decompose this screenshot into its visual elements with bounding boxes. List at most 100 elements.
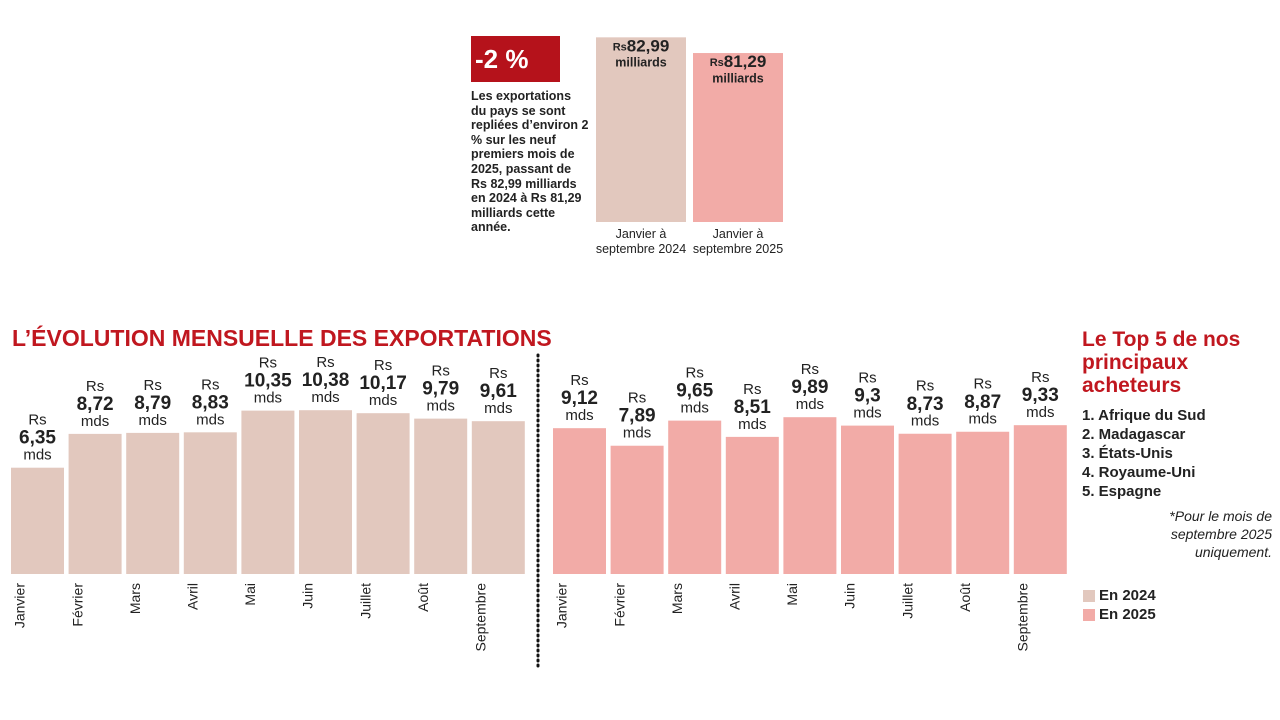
value-unit: mds bbox=[81, 413, 109, 430]
x-tick-label: Juillet bbox=[899, 583, 915, 619]
value-prefix: Rs bbox=[144, 377, 162, 394]
badge: -2 % bbox=[471, 36, 560, 82]
x-tick-label: Avril bbox=[185, 583, 201, 610]
bar bbox=[610, 445, 664, 574]
bar bbox=[553, 428, 606, 574]
value-unit: mds bbox=[369, 392, 397, 409]
x-tick-label: Février bbox=[611, 583, 627, 627]
value-prefix: Rs bbox=[858, 370, 876, 387]
value-label: 9,3 bbox=[854, 386, 880, 407]
legend-swatch bbox=[1083, 609, 1095, 621]
x-tick-label: Mai bbox=[242, 583, 258, 606]
x-tick-label: Juin bbox=[300, 583, 316, 609]
x-tick-label: Février bbox=[69, 583, 85, 627]
value-label: 8,73 bbox=[907, 394, 944, 415]
value-prefix: Rs bbox=[628, 390, 646, 407]
x-tick-label: Janvier bbox=[554, 583, 570, 628]
description: Les exportations du pays se sont repliée… bbox=[471, 89, 589, 235]
x-tick-label: Août bbox=[957, 583, 973, 612]
value-prefix: Rs bbox=[316, 354, 334, 371]
value-unit: mds bbox=[853, 405, 881, 422]
legend-label: En 2024 bbox=[1099, 587, 1156, 604]
value-unit: mds bbox=[1026, 404, 1054, 421]
value-label: 6,35 bbox=[19, 428, 56, 449]
value-prefix: Rs bbox=[489, 365, 507, 382]
bar bbox=[183, 432, 237, 574]
bar bbox=[725, 436, 779, 574]
value-prefix: Rs bbox=[1031, 369, 1049, 386]
bar bbox=[956, 431, 1010, 574]
bar bbox=[11, 467, 64, 574]
value-label: 8,72 bbox=[77, 394, 114, 415]
value-prefix: Rs bbox=[801, 361, 819, 378]
value-prefix: Rs bbox=[613, 41, 627, 53]
x-tick-label: Septembre bbox=[1015, 583, 1031, 652]
value-unit: milliards bbox=[615, 56, 666, 70]
legend-label: En 2025 bbox=[1099, 606, 1156, 623]
x-tick-label: Juin bbox=[842, 583, 858, 609]
top5-item: 1. Afrique du Sud bbox=[1082, 407, 1206, 424]
value-label: 10,17 bbox=[359, 373, 407, 394]
bar bbox=[596, 37, 686, 222]
bar bbox=[356, 413, 410, 574]
top5-item: 2. Madagascar bbox=[1082, 426, 1186, 443]
value: 82,99 bbox=[627, 37, 670, 56]
value-unit: mds bbox=[196, 411, 224, 428]
top5-item: 4. Royaume-Uni bbox=[1082, 464, 1196, 481]
footnote: *Pour le mois de septembre 2025 uniqueme… bbox=[1169, 508, 1272, 560]
value-unit: mds bbox=[911, 413, 939, 430]
value-prefix: Rs bbox=[259, 355, 277, 372]
value-label: 10,38 bbox=[302, 370, 350, 391]
value-unit: mds bbox=[565, 407, 593, 424]
value-prefix: Rs bbox=[743, 381, 761, 398]
legend-swatch bbox=[1083, 590, 1095, 602]
x-tick-label: Mars bbox=[127, 583, 143, 614]
bar bbox=[783, 417, 837, 574]
chart-title: L’ÉVOLUTION MENSUELLE DES EXPORTATIONS bbox=[12, 324, 552, 351]
bar bbox=[693, 53, 783, 223]
value-unit: mds bbox=[23, 447, 51, 464]
x-tick-label: Août bbox=[415, 583, 431, 612]
value-label: 9,65 bbox=[676, 381, 713, 402]
value-label: 8,51 bbox=[734, 397, 771, 418]
top5-item: 5. Espagne bbox=[1082, 483, 1162, 500]
value-label: 8,87 bbox=[964, 392, 1001, 413]
value-prefix: Rs bbox=[686, 365, 704, 382]
value-label: 7,89 bbox=[619, 406, 656, 427]
top5-list: 1. Afrique du Sud 2. Madagascar 3. États-U… bbox=[1082, 406, 1206, 501]
value-prefix: Rs bbox=[201, 376, 219, 393]
value-label: 9,79 bbox=[422, 379, 459, 400]
value-prefix: Rs bbox=[432, 363, 450, 380]
category-label: Janvier à septembre 2024 bbox=[595, 227, 687, 256]
x-tick-label: Avril bbox=[727, 583, 743, 610]
value-unit: mds bbox=[738, 416, 766, 433]
top5-title: Le Top 5 de nos principaux acheteurs bbox=[1082, 328, 1241, 397]
x-tick-label: Mai bbox=[784, 583, 800, 606]
bar bbox=[126, 432, 180, 574]
value-unit: mds bbox=[969, 411, 997, 428]
value-prefix: Rs bbox=[28, 412, 46, 429]
value-unit: mds bbox=[796, 396, 824, 413]
bar bbox=[68, 433, 122, 574]
value-label: 9,12 bbox=[561, 388, 598, 409]
x-tick-label: Juillet bbox=[357, 583, 373, 619]
bar bbox=[471, 421, 525, 574]
value-unit: mds bbox=[139, 412, 167, 429]
value-label: 9,89 bbox=[791, 377, 828, 398]
bar bbox=[299, 410, 352, 574]
value-unit: mds bbox=[484, 400, 512, 417]
value-label: 9,33 bbox=[1022, 385, 1059, 406]
value-label: 8,79 bbox=[134, 393, 171, 414]
bar bbox=[241, 410, 295, 574]
value-prefix: Rs bbox=[710, 57, 724, 69]
bar bbox=[668, 420, 722, 574]
value-label: 10,35 bbox=[244, 371, 292, 392]
bar bbox=[898, 433, 952, 574]
bar bbox=[1013, 425, 1067, 574]
bar bbox=[841, 425, 894, 574]
x-tick-label: Janvier bbox=[12, 583, 28, 628]
value-unit: mds bbox=[623, 425, 651, 442]
category-label: Janvier à septembre 2025 bbox=[692, 227, 784, 256]
